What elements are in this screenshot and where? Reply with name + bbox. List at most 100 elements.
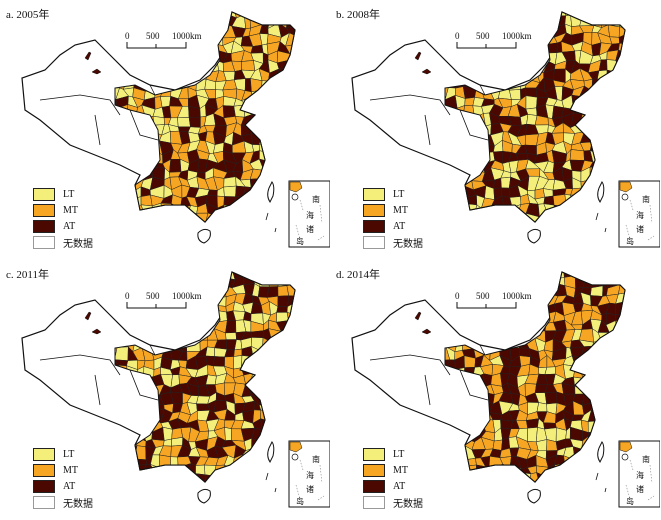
- region-lt: [251, 204, 263, 216]
- region-mt: [445, 454, 449, 469]
- region-at: [278, 467, 287, 478]
- region-mt: [178, 50, 191, 66]
- legend-label: AT: [393, 480, 406, 492]
- region-at: [169, 329, 180, 339]
- hainan-island: [527, 228, 541, 244]
- region-lt: [480, 17, 493, 29]
- region-lt: [456, 318, 467, 333]
- region-lt: [506, 471, 520, 482]
- region-lt: [276, 196, 288, 208]
- region-at: [134, 25, 145, 39]
- legend-label: MT: [393, 464, 408, 476]
- panel-title: a. 2005年: [6, 9, 50, 21]
- region-mt: [125, 272, 136, 276]
- region-mt: [507, 16, 518, 30]
- region-mt: [473, 17, 484, 29]
- region-at: [445, 473, 454, 482]
- legend-swatch: [363, 479, 385, 493]
- inset-hainan: [621, 453, 629, 461]
- legend: LT MT AT 无数据: [363, 446, 423, 510]
- region-lt: [525, 95, 538, 110]
- region-at: [570, 346, 585, 358]
- region-lt: [507, 12, 519, 19]
- region-lt: [445, 196, 447, 205]
- region-mt: [285, 133, 295, 143]
- region-at: [446, 436, 458, 452]
- region-mt: [581, 458, 590, 468]
- region-mt: [492, 439, 503, 451]
- region-at: [116, 16, 127, 26]
- region-lt: [480, 12, 493, 19]
- region-at: [563, 272, 576, 278]
- region-at: [278, 159, 291, 170]
- region-mt: [253, 195, 262, 208]
- legend: LT MT AT 无数据: [33, 186, 93, 250]
- region-mt: [453, 203, 468, 218]
- region-mt: [266, 140, 283, 153]
- region-lt: [572, 214, 582, 222]
- region-at: [615, 391, 625, 405]
- inset-char: 海: [636, 471, 644, 480]
- region-lt: [497, 464, 511, 475]
- region-at: [286, 359, 295, 370]
- region-lt: [205, 286, 219, 299]
- region-lt: [135, 472, 145, 482]
- legend-item-mt: MT: [33, 202, 93, 218]
- region-mt: [278, 121, 288, 136]
- region-lt: [135, 216, 146, 222]
- region-at: [278, 149, 291, 163]
- region-at: [590, 390, 602, 403]
- region-at: [188, 116, 201, 128]
- region-at: [266, 214, 282, 222]
- region-at: [288, 346, 295, 361]
- region-lt: [267, 403, 278, 414]
- region-mt: [232, 203, 245, 217]
- legend: LT MT AT 无数据: [363, 186, 423, 250]
- region-at: [249, 12, 263, 20]
- region-mt: [115, 431, 117, 442]
- region-mt: [607, 24, 620, 38]
- region-lt: [223, 176, 237, 188]
- region-at: [453, 18, 468, 25]
- region-at: [269, 420, 282, 432]
- region-at: [115, 274, 126, 290]
- hainan-island: [197, 228, 211, 244]
- region-at: [277, 355, 289, 367]
- region-at: [269, 12, 282, 19]
- legend-label: 无数据: [393, 238, 423, 250]
- region-lt: [233, 355, 243, 370]
- region-lt: [115, 198, 116, 207]
- region-mt: [271, 85, 279, 101]
- region-mt: [453, 472, 468, 482]
- region-lt: [276, 445, 289, 458]
- region-at: [160, 276, 171, 288]
- region-mt: [524, 133, 539, 146]
- region-lt: [152, 302, 164, 316]
- region-lt: [250, 212, 263, 222]
- region-mt: [501, 327, 510, 340]
- legend-label: 无数据: [63, 238, 93, 250]
- region-at: [445, 428, 458, 440]
- region-mt: [579, 113, 593, 126]
- region-lt: [189, 50, 200, 63]
- region-lt: [115, 204, 118, 217]
- region-mt: [218, 285, 227, 299]
- region-lt: [142, 212, 155, 222]
- region-lt: [509, 272, 521, 278]
- region-mt: [167, 68, 184, 81]
- region-at: [168, 303, 182, 316]
- region-mt: [168, 314, 184, 325]
- region-mt: [618, 12, 625, 20]
- region-lt: [168, 276, 183, 288]
- region-lt: [276, 95, 289, 110]
- scale-label-1000: 1000km: [502, 291, 532, 301]
- legend-label: 无数据: [393, 498, 423, 510]
- region-at: [452, 436, 466, 452]
- region-at: [91, 328, 102, 335]
- region-mt: [241, 472, 255, 482]
- region-at: [260, 122, 272, 137]
- region-lt: [465, 211, 478, 222]
- region-mt: [185, 473, 196, 482]
- region-lt: [599, 356, 609, 369]
- legend-label: LT: [393, 448, 405, 460]
